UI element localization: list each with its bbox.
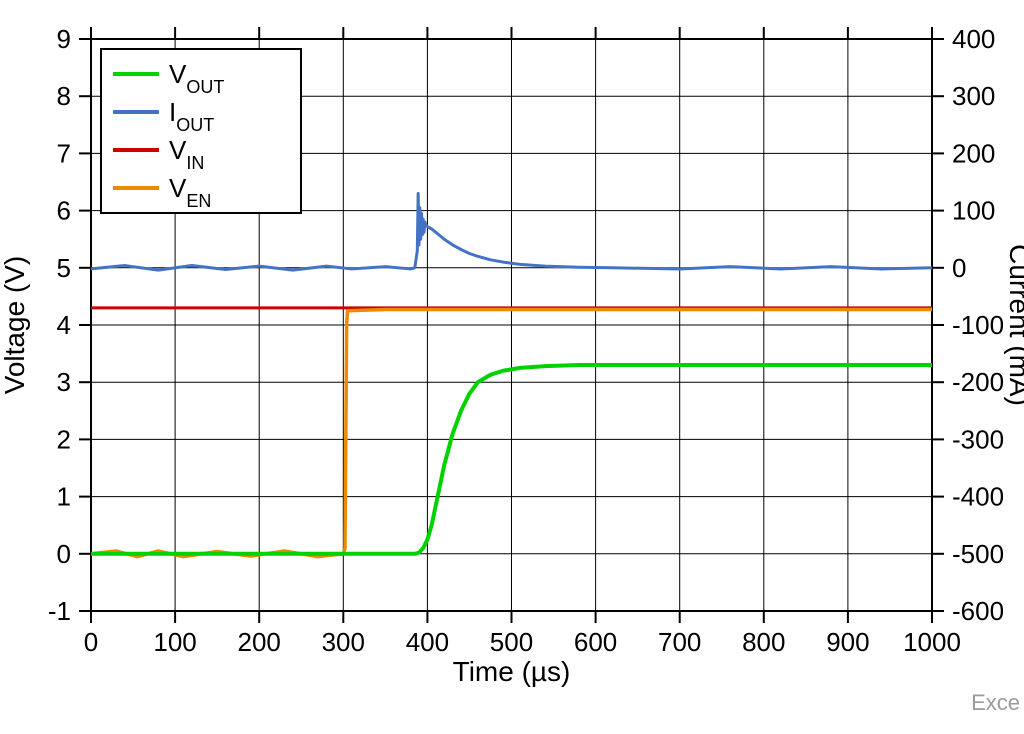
- y-left-tick-label: -1: [48, 596, 71, 626]
- y-right-tick-label: 200: [952, 138, 995, 168]
- y-left-tick-label: 2: [57, 424, 71, 454]
- x-tick-label: 900: [826, 627, 869, 657]
- y-right-axis-label: Current (mA): [1004, 244, 1024, 406]
- x-tick-label: 400: [406, 627, 449, 657]
- x-tick-label: 500: [490, 627, 533, 657]
- y-left-tick-label: 5: [57, 253, 71, 283]
- x-tick-label: 0: [84, 627, 98, 657]
- y-left-tick-label: 8: [57, 81, 71, 111]
- x-tick-label: 700: [658, 627, 701, 657]
- y-left-tick-label: 9: [57, 24, 71, 54]
- y-right-tick-label: -100: [952, 310, 1004, 340]
- x-tick-label: 600: [574, 627, 617, 657]
- y-right-tick-label: 100: [952, 196, 995, 226]
- x-tick-label: 800: [742, 627, 785, 657]
- x-tick-label: 300: [322, 627, 365, 657]
- y-right-tick-label: -300: [952, 424, 1004, 454]
- watermark: Exce: [971, 690, 1020, 715]
- y-right-tick-label: -500: [952, 539, 1004, 569]
- x-tick-label: 200: [238, 627, 281, 657]
- y-left-tick-label: 1: [57, 482, 71, 512]
- y-right-tick-label: -600: [952, 596, 1004, 626]
- x-axis-label: Time (µs): [453, 656, 571, 687]
- y-right-tick-label: 0: [952, 253, 966, 283]
- y-left-tick-label: 3: [57, 367, 71, 397]
- y-right-tick-label: 400: [952, 24, 995, 54]
- oscilloscope-chart: 01002003004005006007008009001000-1012345…: [0, 0, 1024, 734]
- y-left-axis-label: Voltage (V): [0, 256, 30, 395]
- x-tick-label: 100: [153, 627, 196, 657]
- y-left-tick-label: 7: [57, 138, 71, 168]
- y-right-tick-label: -400: [952, 482, 1004, 512]
- y-right-tick-label: -200: [952, 367, 1004, 397]
- y-left-tick-label: 6: [57, 196, 71, 226]
- chart-svg: 01002003004005006007008009001000-1012345…: [0, 0, 1024, 734]
- x-tick-label: 1000: [903, 627, 961, 657]
- y-right-tick-label: 300: [952, 81, 995, 111]
- legend: VOUTIOUTVINVEN: [101, 49, 301, 213]
- y-left-tick-label: 0: [57, 539, 71, 569]
- y-left-tick-label: 4: [57, 310, 71, 340]
